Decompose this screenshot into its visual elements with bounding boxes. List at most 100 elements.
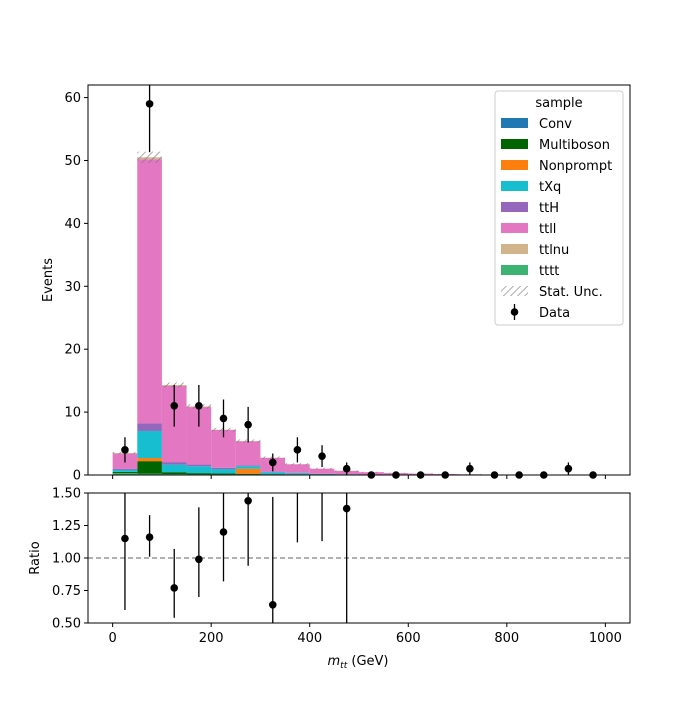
- ratio-point-9: [343, 505, 351, 513]
- main-ytick-label-50: 50: [64, 154, 81, 169]
- legend-label-txq: tXq: [539, 180, 561, 195]
- stat-unc-bin-7: [285, 463, 310, 465]
- bar-txq-bin-3: [187, 466, 212, 473]
- legend-swatch-tth: [501, 202, 528, 212]
- bar-multiboson-bin-5: [236, 474, 261, 475]
- legend-title: sample: [535, 96, 582, 111]
- data-point-9: [343, 465, 351, 473]
- ratio-xtick-label-400: 400: [297, 631, 322, 646]
- main-panel: 0 10 20 30 40 50 60 sample Conv Multiboson Nonprom…: [64, 85, 630, 484]
- ratio-xtick-label-800: 800: [494, 631, 519, 646]
- bar-multiboson-bin-4: [211, 473, 236, 474]
- data-point-2: [170, 402, 178, 410]
- legend-label-stat-unc-: Stat. Unc.: [539, 285, 603, 300]
- ratio-point-5: [244, 497, 252, 505]
- main-ytick-label-60: 60: [64, 91, 81, 106]
- data-point-6: [269, 459, 277, 467]
- ratio-point-0: [121, 535, 129, 543]
- legend-label-nonprompt: Nonprompt: [539, 159, 612, 174]
- ratio-point-4: [220, 528, 228, 536]
- bar-multiboson-bin-2: [162, 472, 187, 474]
- bar-tth-bin-2: [162, 462, 187, 465]
- data-point-4: [220, 415, 228, 423]
- legend-label-tttt: tttt: [539, 264, 559, 279]
- bar-tth-bin-6: [260, 472, 285, 473]
- ratio-ytick-label-0.75: 0.75: [52, 584, 81, 599]
- legend-label-ttll: ttll: [539, 222, 556, 237]
- bar-ttll-bin-5: [236, 441, 261, 465]
- bar-tth-bin-3: [187, 464, 212, 466]
- bar-txq-bin-7: [285, 473, 310, 474]
- legend-label-ttlnu: ttlnu: [539, 243, 569, 258]
- ratio-point-3: [195, 556, 203, 564]
- main-ytick-label-20: 20: [64, 343, 81, 358]
- legend-swatch-stat-unc-: [501, 286, 528, 296]
- stat-unc-bin-1: [137, 152, 162, 163]
- bar-tth-bin-1: [137, 423, 162, 431]
- bar-multiboson-bin-3: [187, 473, 212, 474]
- legend-swatch-ttlnu: [501, 244, 528, 254]
- ratio-point-2: [170, 584, 178, 592]
- legend-swatch-ttll: [501, 223, 528, 233]
- data-point-5: [244, 421, 252, 429]
- ratio-point-8: [318, 385, 326, 393]
- bar-txq-bin-1: [137, 431, 162, 458]
- data-point-3: [195, 402, 203, 410]
- legend: sample Conv Multiboson Nonprompt tXq ttH ttll t…: [495, 91, 623, 325]
- legend-swatch-txq: [501, 181, 528, 191]
- bar-ttll-bin-1: [137, 159, 162, 423]
- main-y-axis-label: Events: [41, 258, 56, 302]
- bar-txq-bin-0: [113, 470, 138, 472]
- bar-ttll-bin-7: [285, 464, 310, 472]
- ratio-xtick-label-0: 0: [108, 631, 116, 646]
- ratio-xtick-label-200: 200: [199, 631, 224, 646]
- bar-txq-bin-2: [162, 465, 187, 473]
- data-point-8: [318, 452, 326, 460]
- ratio-point-7: [294, 424, 302, 432]
- bar-tth-bin-0: [113, 469, 138, 470]
- x-axis-label: mtt (GeV): [328, 654, 389, 671]
- stat-unc-bin-8: [310, 468, 335, 470]
- legend-swatch-tttt: [501, 265, 528, 275]
- ratio-xtick-label-600: 600: [396, 631, 421, 646]
- ratio-y-axis-label: Ratio: [28, 541, 43, 574]
- legend-label-data: Data: [539, 306, 570, 321]
- bar-multiboson-bin-0: [113, 472, 138, 473]
- legend-swatch-data: [511, 308, 519, 316]
- bar-txq-bin-5: [236, 466, 261, 469]
- bar-ttll-bin-8: [310, 469, 335, 474]
- data-point-18: [565, 465, 573, 473]
- data-point-1: [146, 100, 154, 108]
- ratio-point-6: [269, 601, 277, 609]
- ratio-xtick-label-1000: 1000: [589, 631, 622, 646]
- data-point-7: [294, 446, 302, 454]
- ratio-ytick-label-0.5: 0.50: [52, 617, 81, 632]
- ratio-point-1: [146, 533, 154, 541]
- bar-multiboson-bin-1: [137, 461, 162, 474]
- bar-tth-bin-4: [211, 468, 236, 469]
- ratio-ytick-label-1.25: 1.25: [52, 519, 81, 534]
- legend-swatch-multiboson: [501, 139, 528, 149]
- bar-txq-bin-4: [211, 469, 236, 473]
- legend-label-multiboson: Multiboson: [539, 138, 610, 153]
- legend-label-tth: ttH: [539, 201, 559, 216]
- bar-tth-bin-5: [236, 465, 261, 466]
- x-axis-label-unit: (GeV): [347, 654, 388, 669]
- main-ytick-label-10: 10: [64, 406, 81, 421]
- main-ytick-label-0: 0: [73, 469, 81, 484]
- legend-label-conv: Conv: [539, 117, 572, 132]
- main-ytick-label-40: 40: [64, 217, 81, 232]
- bar-txq-bin-6: [260, 472, 285, 474]
- bar-nonprompt-bin-1: [137, 458, 162, 461]
- ratio-ytick-label-1.5: 1.50: [52, 487, 81, 502]
- x-axis-label-var: m: [328, 654, 341, 669]
- data-point-14: [466, 465, 474, 473]
- data-point-0: [121, 446, 129, 454]
- ratio-ytick-label-1: 1.00: [52, 552, 81, 567]
- legend-swatch-conv: [501, 118, 528, 128]
- bar-nonprompt-bin-5: [236, 469, 261, 474]
- legend-swatch-nonprompt: [501, 160, 528, 170]
- main-ytick-label-30: 30: [64, 280, 81, 295]
